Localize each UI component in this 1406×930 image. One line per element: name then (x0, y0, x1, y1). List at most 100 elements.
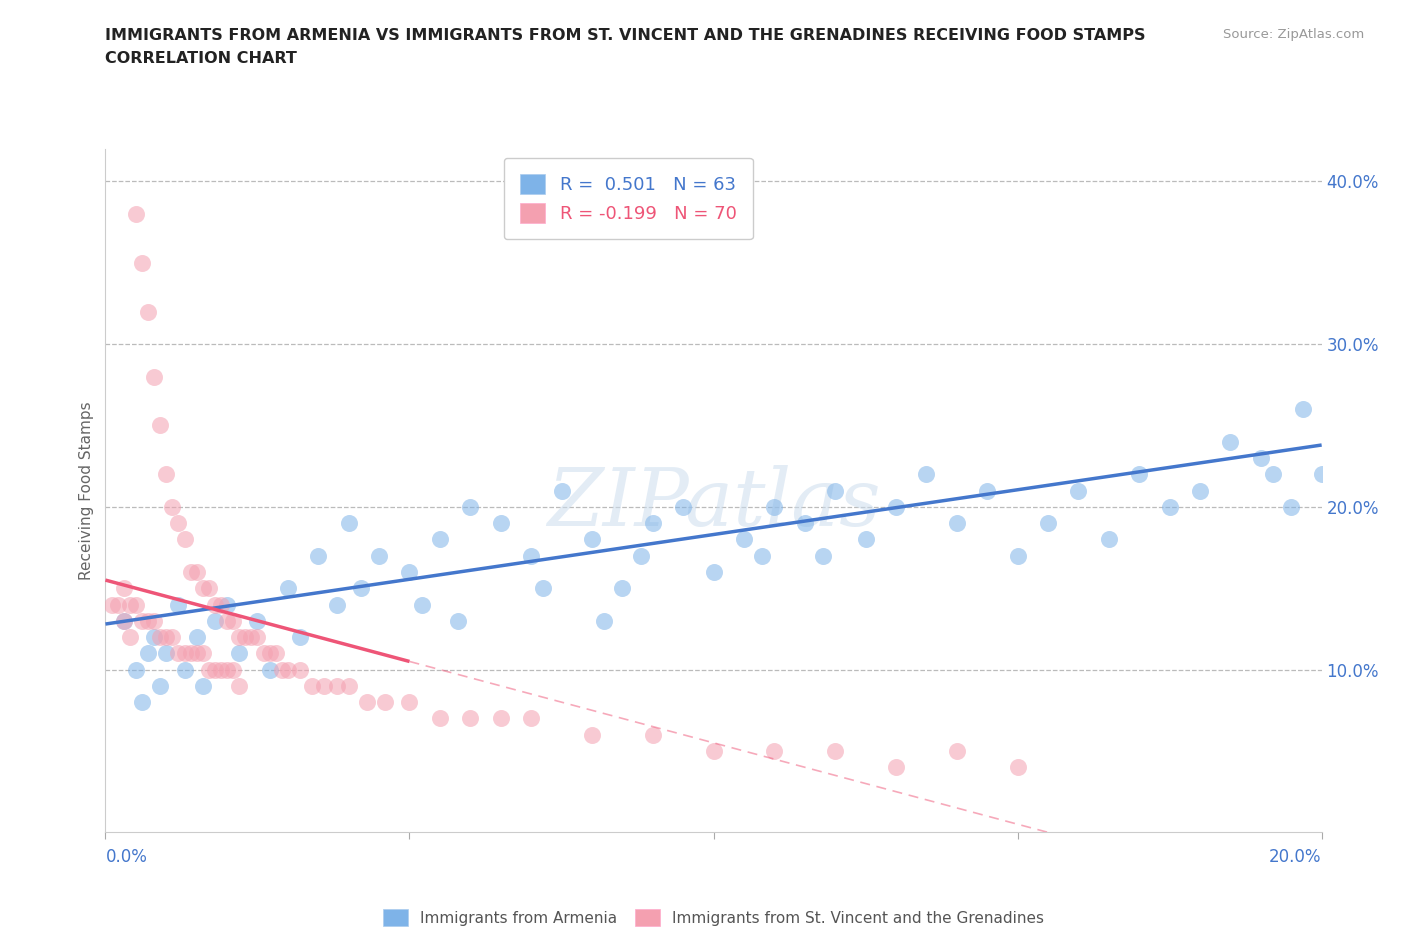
Point (173, 646, 195, 661)
Point (288, 630, 311, 644)
Point (945, 516, 967, 531)
Point (209, 597, 232, 612)
Point (612, 581, 634, 596)
Point (125, 597, 148, 612)
Point (167, 646, 190, 661)
Point (824, 744, 846, 759)
Point (314, 679, 336, 694)
Point (1250, 451, 1272, 466)
Point (824, 484, 846, 498)
Point (301, 679, 323, 694)
Point (1007, 549, 1029, 564)
Point (246, 614, 269, 629)
Point (325, 679, 347, 694)
Point (976, 484, 998, 498)
Point (167, 597, 190, 612)
Point (136, 646, 159, 661)
Point (191, 646, 214, 661)
Point (630, 549, 652, 564)
Point (1067, 484, 1090, 498)
Point (264, 646, 287, 661)
Point (458, 499, 481, 514)
Point (191, 581, 214, 596)
Text: ZIPatlas: ZIPatlas (547, 466, 880, 543)
Point (855, 532, 877, 547)
Point (246, 630, 269, 644)
Point (531, 581, 554, 596)
Point (186, 646, 208, 661)
Point (763, 744, 786, 759)
Point (228, 679, 250, 694)
Point (447, 614, 470, 629)
Point (191, 679, 214, 694)
Point (915, 467, 938, 482)
Point (125, 662, 148, 677)
Y-axis label: Receiving Food Stamps: Receiving Food Stamps (79, 401, 94, 580)
Point (398, 565, 420, 579)
Point (356, 695, 378, 710)
Point (1098, 532, 1121, 547)
Point (217, 662, 239, 677)
Point (1128, 467, 1150, 482)
Point (884, 499, 907, 514)
Point (209, 662, 232, 677)
Point (143, 369, 166, 384)
Point (143, 614, 166, 629)
Point (337, 516, 360, 531)
Point (204, 662, 226, 677)
Point (1188, 484, 1211, 498)
Point (222, 614, 245, 629)
Point (277, 662, 299, 677)
Point (520, 711, 543, 726)
Point (118, 597, 141, 612)
Point (593, 614, 616, 629)
Point (1219, 434, 1241, 449)
Point (702, 744, 725, 759)
Point (307, 549, 329, 564)
Point (581, 532, 603, 547)
Point (429, 711, 451, 726)
Point (204, 597, 226, 612)
Text: 20.0%: 20.0% (1270, 848, 1322, 866)
Point (162, 630, 184, 644)
Point (288, 662, 311, 677)
Point (162, 499, 184, 514)
Point (672, 499, 695, 514)
Text: 0.0%: 0.0% (105, 848, 148, 866)
Point (186, 565, 208, 579)
Point (143, 630, 166, 644)
Point (173, 662, 195, 677)
Point (240, 630, 263, 644)
Point (350, 581, 373, 596)
Point (155, 646, 177, 661)
Text: IMMIGRANTS FROM ARMENIA VS IMMIGRANTS FROM ST. VINCENT AND THE GRENADINES RECEIV: IMMIGRANTS FROM ARMENIA VS IMMIGRANTS FR… (105, 28, 1146, 43)
Point (1159, 499, 1181, 514)
Point (259, 646, 281, 661)
Point (641, 727, 664, 742)
Point (702, 565, 725, 579)
Point (173, 532, 195, 547)
Text: Source: ZipAtlas.com: Source: ZipAtlas.com (1223, 28, 1364, 41)
Point (581, 727, 603, 742)
Point (180, 565, 202, 579)
Point (763, 499, 786, 514)
Point (751, 549, 773, 564)
Point (1310, 467, 1333, 482)
Point (228, 646, 250, 661)
Point (112, 614, 135, 629)
Point (217, 614, 239, 629)
Point (252, 646, 274, 661)
Point (217, 597, 239, 612)
Point (149, 679, 172, 694)
Point (233, 630, 256, 644)
Point (204, 614, 226, 629)
Point (520, 549, 543, 564)
Point (1007, 760, 1029, 775)
Point (1292, 402, 1315, 417)
Point (458, 711, 481, 726)
Point (489, 516, 512, 531)
Point (131, 256, 153, 271)
Point (107, 597, 129, 612)
Point (198, 662, 221, 677)
Point (198, 581, 221, 596)
